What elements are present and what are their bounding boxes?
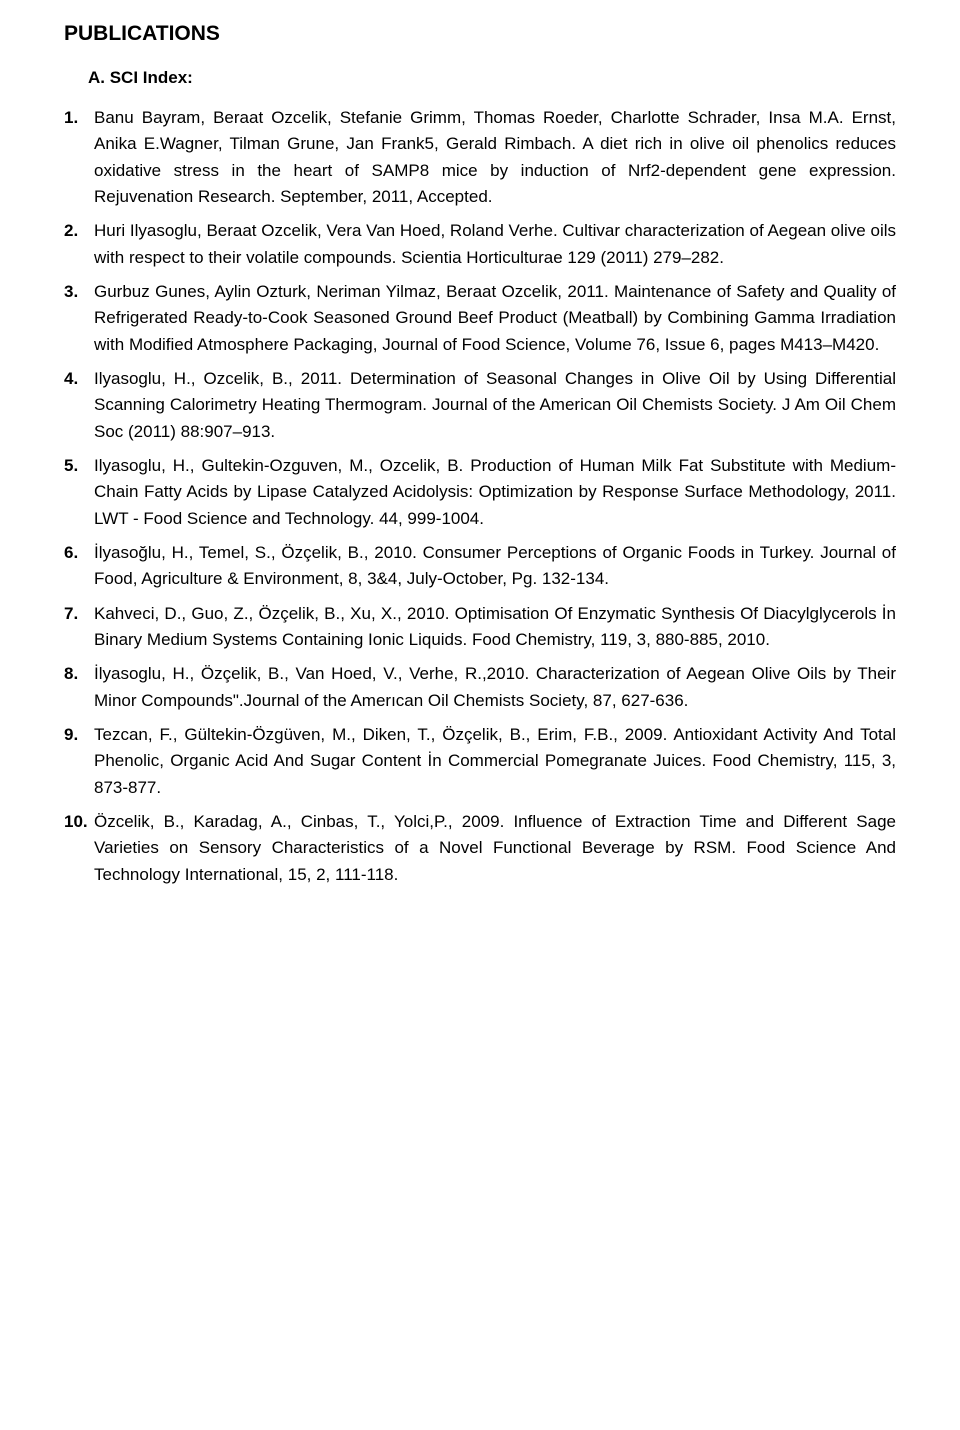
publication-body: Kahveci, D., Guo, Z., Özçelik, B., Xu, X… bbox=[94, 604, 896, 649]
publication-number: 8. bbox=[64, 661, 94, 714]
publication-number: 1. bbox=[64, 105, 94, 210]
publication-text: Tezcan, F., Gültekin-Özgüven, M., Diken,… bbox=[94, 722, 896, 801]
publication-number: 2. bbox=[64, 218, 94, 271]
publication-body: Tezcan, F., Gültekin-Özgüven, M., Diken,… bbox=[94, 725, 896, 797]
page-title: PUBLICATIONS bbox=[64, 18, 896, 51]
publication-text: İlyasoglu, H., Özçelik, B., Van Hoed, V.… bbox=[94, 661, 896, 714]
publication-item: 9.Tezcan, F., Gültekin-Özgüven, M., Dike… bbox=[64, 722, 896, 801]
publication-body: Gurbuz Gunes, Aylin Ozturk, Neriman Yilm… bbox=[94, 282, 896, 354]
publication-item: 7.Kahveci, D., Guo, Z., Özçelik, B., Xu,… bbox=[64, 601, 896, 654]
publication-text: Ilyasoglu, H., Ozcelik, B., 2011. Determ… bbox=[94, 366, 896, 445]
publication-item: 10.Özcelik, B., Karadag, A., Cinbas, T.,… bbox=[64, 809, 896, 888]
publication-number: 9. bbox=[64, 722, 94, 801]
publication-item: 2.Huri Ilyasoglu, Beraat Ozcelik, Vera V… bbox=[64, 218, 896, 271]
publication-number: 10. bbox=[64, 809, 94, 888]
publication-body: Ilyasoglu, H., Gultekin-Ozguven, M., Ozc… bbox=[94, 456, 896, 528]
publication-text: Huri Ilyasoglu, Beraat Ozcelik, Vera Van… bbox=[94, 218, 896, 271]
publication-body: İlyasoglu, H., Özçelik, B., Van Hoed, V.… bbox=[94, 664, 896, 709]
publication-number: 6. bbox=[64, 540, 94, 593]
publication-item: 5.Ilyasoglu, H., Gultekin-Ozguven, M., O… bbox=[64, 453, 896, 532]
publication-number: 3. bbox=[64, 279, 94, 358]
publication-body: Huri Ilyasoglu, Beraat Ozcelik, Vera Van… bbox=[94, 221, 896, 266]
publication-text: Banu Bayram, Beraat Ozcelik, Stefanie Gr… bbox=[94, 105, 896, 210]
publication-body: İlyasoğlu, H., Temel, S., Özçelik, B., 2… bbox=[94, 543, 896, 588]
publication-number: 4. bbox=[64, 366, 94, 445]
document-page: PUBLICATIONS A. SCI Index: 1.Banu Bayram… bbox=[0, 0, 960, 1430]
publication-body: Özcelik, B., Karadag, A., Cinbas, T., Yo… bbox=[94, 812, 896, 884]
publication-text: Gurbuz Gunes, Aylin Ozturk, Neriman Yilm… bbox=[94, 279, 896, 358]
publication-item: 8.İlyasoglu, H., Özçelik, B., Van Hoed, … bbox=[64, 661, 896, 714]
publication-body: Ilyasoglu, H., Ozcelik, B., 2011. Determ… bbox=[94, 369, 896, 441]
publication-text: İlyasoğlu, H., Temel, S., Özçelik, B., 2… bbox=[94, 540, 896, 593]
publication-number: 7. bbox=[64, 601, 94, 654]
publication-item: 3.Gurbuz Gunes, Aylin Ozturk, Neriman Yi… bbox=[64, 279, 896, 358]
publication-number: 5. bbox=[64, 453, 94, 532]
publication-item: 1.Banu Bayram, Beraat Ozcelik, Stefanie … bbox=[64, 105, 896, 210]
publication-text: Kahveci, D., Guo, Z., Özçelik, B., Xu, X… bbox=[94, 601, 896, 654]
section-heading: A. SCI Index: bbox=[88, 65, 896, 91]
publication-text: Özcelik, B., Karadag, A., Cinbas, T., Yo… bbox=[94, 809, 896, 888]
publication-list: 1.Banu Bayram, Beraat Ozcelik, Stefanie … bbox=[64, 105, 896, 888]
publication-item: 6.İlyasoğlu, H., Temel, S., Özçelik, B.,… bbox=[64, 540, 896, 593]
publication-text: Ilyasoglu, H., Gultekin-Ozguven, M., Ozc… bbox=[94, 453, 896, 532]
publication-item: 4.Ilyasoglu, H., Ozcelik, B., 2011. Dete… bbox=[64, 366, 896, 445]
publication-body: Banu Bayram, Beraat Ozcelik, Stefanie Gr… bbox=[94, 108, 896, 206]
